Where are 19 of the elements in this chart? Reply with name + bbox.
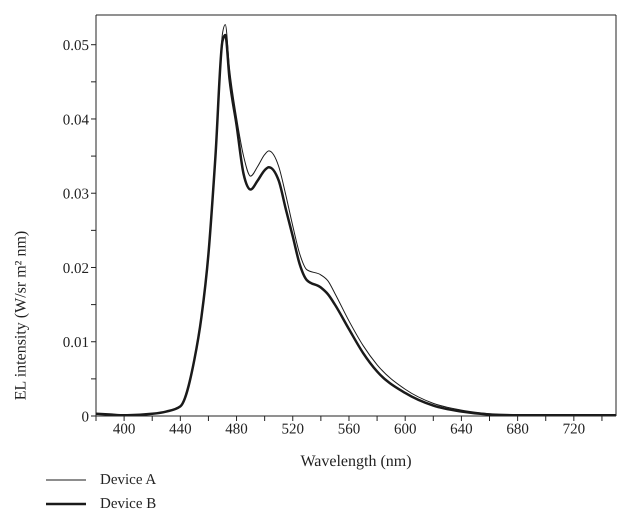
legend-label: Device A <box>100 472 156 488</box>
x-tick-label: 720 <box>562 422 586 438</box>
x-tick-label: 480 <box>225 422 248 438</box>
x-tick-label: 440 <box>169 422 192 438</box>
x-axis-title: Wavelength (nm) <box>300 453 412 470</box>
x-tick-label: 400 <box>112 422 136 438</box>
y-tick-label: 0.03 <box>62 186 89 203</box>
y-axis-title: EL intensity (W/sr m² nm) <box>12 230 30 400</box>
y-tick-label: 0.05 <box>62 38 89 54</box>
x-tick-label: 600 <box>394 422 416 438</box>
x-tick-label: 680 <box>506 422 529 438</box>
y-tick-label: 0.04 <box>62 112 90 128</box>
x-tick-label: 640 <box>450 422 473 438</box>
x-tick-label: 520 <box>282 422 304 438</box>
legend-label: Device B <box>100 496 156 512</box>
y-tick-label: 0.01 <box>62 335 89 352</box>
x-tick-label: 560 <box>338 422 360 438</box>
y-tick-label: 0 <box>82 409 89 426</box>
y-tick-label: 0.02 <box>62 260 89 277</box>
